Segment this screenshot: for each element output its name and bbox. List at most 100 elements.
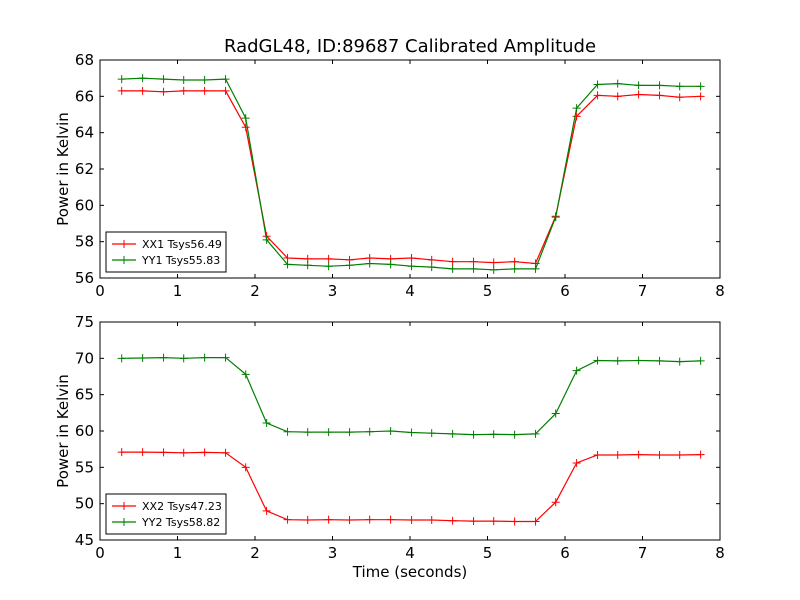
chart-1-x-tick-label: 0 xyxy=(95,282,105,300)
chart-2-x-tick-label: 8 xyxy=(715,544,725,562)
chart-2-legend-label: YY2 Tsys58.82 xyxy=(141,516,220,529)
chart-1-series-2-point xyxy=(303,261,312,270)
chart-1-series-2-point xyxy=(448,264,457,273)
chart-2-series-1-point xyxy=(241,463,250,472)
chart-2-series-2-point xyxy=(427,429,436,438)
chart-1-legend-marker xyxy=(120,256,128,264)
chart-2-series-1-point xyxy=(262,506,271,515)
chart-1-series-1-point xyxy=(634,90,643,99)
chart-2-x-tick-label: 1 xyxy=(173,544,183,562)
chart-2-series-1-point xyxy=(407,516,416,525)
chart-2-series-1-point xyxy=(634,450,643,459)
chart-2-legend-marker xyxy=(120,502,128,510)
chart-2-series-2-point xyxy=(655,356,664,365)
chart-1-x-tick-label: 4 xyxy=(405,282,415,300)
chart-2-series-2-point xyxy=(241,370,250,379)
chart-1-x-tick-label: 2 xyxy=(250,282,260,300)
chart-1-series-2-point xyxy=(696,82,705,91)
chart-1-series-2-point xyxy=(179,75,188,84)
chart-2-series-2-point xyxy=(551,409,560,418)
chart-2-series-2-point xyxy=(262,419,271,428)
chart-2-y-tick-label: 55 xyxy=(75,458,94,476)
chart-1-legend-label: XX1 Tsys56.49 xyxy=(142,238,222,251)
chart-2-series-1-point xyxy=(655,450,664,459)
chart-2-x-tick-label: 7 xyxy=(638,544,648,562)
chart-2-y-axis-label: Power in Kelvin xyxy=(54,374,72,488)
chart-1-series-1-point xyxy=(489,258,498,267)
chart-1-series-1-point xyxy=(117,86,126,95)
chart-1-series-2-point xyxy=(469,264,478,273)
chart-2-series-1-point xyxy=(613,450,622,459)
chart-2-series-1-point xyxy=(179,448,188,457)
chart-1-series-2-point xyxy=(241,114,250,123)
chart-1-x-tick-label: 1 xyxy=(173,282,183,300)
chart-2-series-2-point xyxy=(117,354,126,363)
chart-2-series-1-point xyxy=(489,517,498,526)
chart-2-series-2-point xyxy=(510,430,519,439)
chart-1-series-1-point xyxy=(448,257,457,266)
chart-1-series-1-point xyxy=(407,254,416,263)
chart-1-series-2-point xyxy=(324,262,333,271)
chart-1-series-2-point xyxy=(407,262,416,271)
chart-1-x-tick-label: 3 xyxy=(328,282,338,300)
chart-1-series-1-point xyxy=(572,112,581,121)
chart-1-series-1-point xyxy=(200,86,209,95)
chart-2-series-2-point xyxy=(200,353,209,362)
chart-2-x-tick-label: 0 xyxy=(95,544,105,562)
chart-1-series-2-point xyxy=(386,260,395,269)
chart-2-series-2-point xyxy=(365,427,374,436)
chart-1-series-1-point xyxy=(221,86,230,95)
chart-2-series-2-point xyxy=(138,353,147,362)
chart-1-series-1-point xyxy=(138,86,147,95)
chart-2-series-2-point xyxy=(634,356,643,365)
chart-2-series-2-point xyxy=(407,428,416,437)
chart-1-series-1-point xyxy=(179,86,188,95)
chart-2-legend-label: XX2 Tsys47.23 xyxy=(142,500,222,513)
chart-2-x-axis-label: Time (seconds) xyxy=(352,563,468,581)
chart-2-series-1-point xyxy=(675,450,684,459)
chart-2-x-tick-label: 4 xyxy=(405,544,415,562)
chart-1-series-2-point xyxy=(138,74,147,83)
chart-2-series-2-point xyxy=(324,428,333,437)
chart-1-series-2-point xyxy=(655,81,664,90)
chart-1-series-1-point xyxy=(241,123,250,132)
chart-1-x-tick-label: 5 xyxy=(483,282,493,300)
chart-1-y-tick-label: 66 xyxy=(75,87,94,105)
chart-2-legend-marker xyxy=(120,518,128,526)
chart-1-series-1-point xyxy=(427,255,436,264)
chart-1-series-2-point xyxy=(551,213,560,222)
chart-2-series-1-point xyxy=(324,515,333,524)
chart-2-series-1-point xyxy=(386,515,395,524)
chart-1-series-2-point xyxy=(159,75,168,84)
chart-2-series-2-point xyxy=(345,428,354,437)
chart-1-series-2-point xyxy=(593,80,602,89)
chart-1-x-tick-label: 7 xyxy=(638,282,648,300)
chart-2-series-2-point xyxy=(572,366,581,375)
chart-1-series-2-point xyxy=(365,259,374,268)
chart-2-series-1-point xyxy=(448,516,457,525)
chart-2-series-1-point xyxy=(427,516,436,525)
chart-1-series-2-point xyxy=(427,263,436,272)
chart-2-series-1-point xyxy=(138,448,147,457)
chart-1-series-1-point xyxy=(593,91,602,100)
chart-2-series-1-point xyxy=(345,516,354,525)
chart-2-series-2-point xyxy=(448,429,457,438)
chart-1-series-2-point xyxy=(634,81,643,90)
chart-1-y-tick-label: 56 xyxy=(75,269,94,287)
chart-2-series-1-point xyxy=(593,450,602,459)
chart-1-y-axis-label: Power in Kelvin xyxy=(54,112,72,226)
chart-1-series-1-point xyxy=(613,92,622,101)
chart-1-y-tick-label: 58 xyxy=(75,233,94,251)
chart-1-series-1-point xyxy=(469,257,478,266)
chart-2-x-tick-label: 2 xyxy=(250,544,260,562)
chart-2-y-tick-label: 70 xyxy=(75,349,94,367)
chart-2-series-1-point xyxy=(221,448,230,457)
chart-2-series-2-point xyxy=(593,356,602,365)
chart-1-series-2-point xyxy=(117,75,126,84)
chart-2-series-1-point xyxy=(551,498,560,507)
chart-1-series-2-point xyxy=(675,82,684,91)
chart-2-series-1-point xyxy=(531,517,540,526)
chart-1-x-tick-label: 8 xyxy=(715,282,725,300)
